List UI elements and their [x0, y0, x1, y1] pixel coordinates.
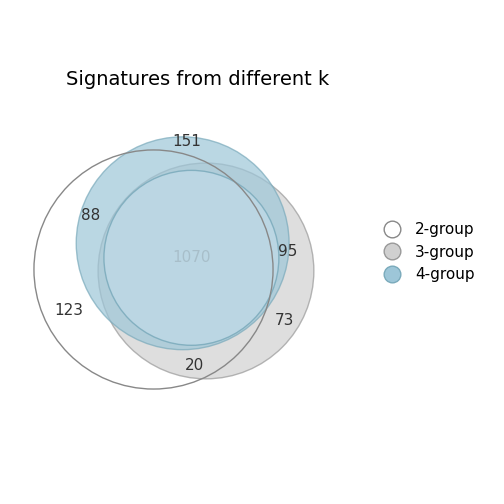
Text: 88: 88 — [81, 208, 100, 223]
Circle shape — [98, 163, 314, 379]
Text: 1070: 1070 — [172, 250, 211, 265]
Text: 151: 151 — [172, 134, 202, 149]
Title: Signatures from different k: Signatures from different k — [66, 70, 329, 89]
Circle shape — [104, 170, 279, 345]
Circle shape — [76, 137, 289, 350]
Text: 73: 73 — [275, 313, 294, 328]
Text: 95: 95 — [278, 244, 297, 260]
Text: 20: 20 — [184, 358, 204, 373]
Legend: 2-group, 3-group, 4-group: 2-group, 3-group, 4-group — [371, 216, 481, 288]
Text: 123: 123 — [54, 303, 84, 318]
